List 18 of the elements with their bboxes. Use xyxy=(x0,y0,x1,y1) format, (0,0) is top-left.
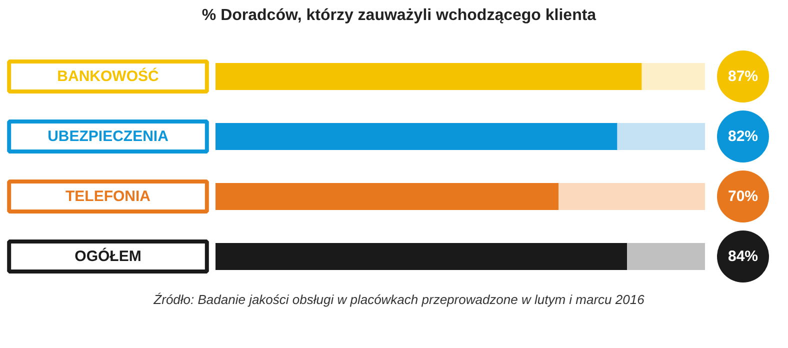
bar xyxy=(216,183,558,210)
bar xyxy=(216,243,628,270)
bar xyxy=(216,123,618,150)
y-tick-label: BANKOWOŚĆ xyxy=(57,67,159,85)
y-tick-label: TELEFONIA xyxy=(66,188,151,205)
chart-title: % Doradców, którzy zauważyli wchodzącego klienta xyxy=(200,6,598,26)
bar xyxy=(558,183,705,210)
bar xyxy=(642,63,705,90)
data-label: 82% xyxy=(728,128,758,145)
bar xyxy=(617,123,705,150)
bar xyxy=(627,243,705,270)
y-tick-label: OGÓŁEM xyxy=(74,247,142,265)
data-label: 70% xyxy=(728,188,758,205)
data-label: 84% xyxy=(728,248,758,265)
bar xyxy=(216,63,642,90)
text: Źródło: Badanie jakości obsługi w placówkach przeprowadzone w lutym i marcu 2016 xyxy=(152,291,646,309)
data-label: 87% xyxy=(728,68,758,85)
y-tick-label: UBEZPIECZENIA xyxy=(48,128,169,145)
